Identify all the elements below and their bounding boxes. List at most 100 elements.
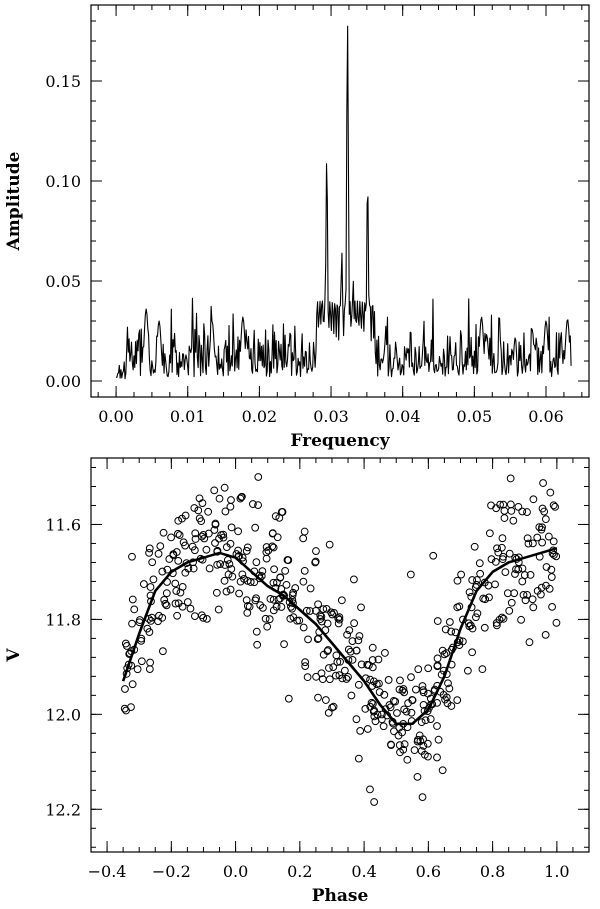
data-point [211, 520, 220, 529]
data-point [128, 680, 137, 689]
data-point [242, 596, 251, 605]
data-point [316, 615, 325, 623]
data-point [145, 548, 154, 557]
data-point [178, 582, 187, 591]
data-point [328, 610, 337, 619]
data-point [352, 715, 361, 724]
data-point [389, 697, 398, 705]
data-point [541, 630, 550, 639]
data-point [499, 614, 508, 623]
data-point [464, 619, 473, 628]
data-point [354, 754, 363, 763]
data-point [523, 590, 531, 599]
data-point [549, 501, 558, 510]
data-point [408, 695, 417, 704]
data-point [433, 753, 441, 762]
data-point [200, 534, 209, 543]
data-point [438, 766, 447, 775]
y-tick-label: 0.10 [45, 172, 81, 191]
data-point [325, 664, 333, 672]
data-point [335, 615, 344, 624]
data-point [334, 619, 343, 628]
data-point [369, 707, 378, 716]
data-point [174, 516, 183, 525]
data-point [505, 549, 514, 558]
y-tick-label: 0.00 [45, 372, 81, 391]
data-point [284, 556, 293, 565]
data-point [250, 578, 259, 587]
data-point [523, 534, 532, 543]
data-point [145, 628, 154, 636]
data-point [158, 567, 167, 576]
data-point [403, 755, 412, 764]
y-axis-label: Amplitude [4, 151, 24, 251]
data-point [199, 530, 208, 539]
data-point [281, 566, 290, 575]
data-point [299, 623, 308, 632]
data-point [487, 555, 496, 564]
data-point [478, 665, 487, 674]
data-point [277, 603, 286, 611]
data-point [238, 570, 247, 579]
data-point [300, 566, 309, 575]
data-point [453, 576, 462, 585]
data-point [433, 662, 442, 671]
data-point [226, 585, 235, 594]
data-point [195, 514, 204, 523]
data-point [500, 514, 509, 522]
x-tick-label: 0.8 [480, 862, 505, 881]
x-tick-label: 0.06 [528, 407, 564, 426]
data-point [368, 643, 377, 652]
data-point [288, 591, 297, 600]
data-point [147, 613, 156, 622]
data-point [350, 619, 359, 628]
data-point [122, 642, 131, 650]
data-point [357, 603, 365, 612]
data-point [442, 649, 451, 658]
data-point [190, 546, 199, 555]
data-point [269, 606, 278, 615]
data-point [212, 588, 221, 597]
data-point [420, 750, 429, 759]
data-point [399, 685, 408, 693]
y-tick-label: 0.05 [45, 272, 81, 291]
data-point [412, 685, 420, 694]
data-point [365, 661, 373, 670]
data-point [463, 666, 472, 675]
data-point [445, 618, 454, 626]
data-point [214, 605, 223, 614]
data-point [311, 606, 320, 615]
data-point [220, 576, 229, 585]
data-point [262, 554, 271, 563]
data-point [541, 515, 550, 524]
data-point [538, 538, 547, 547]
x-tick-label: −0.4 [88, 862, 127, 881]
data-point [544, 532, 553, 541]
data-point [472, 613, 480, 622]
data-point [189, 564, 198, 573]
data-point [485, 593, 493, 602]
data-point [337, 596, 346, 605]
data-point [379, 722, 388, 731]
data-point [161, 599, 170, 608]
data-point [395, 741, 404, 750]
data-point [252, 594, 260, 603]
data-point [313, 635, 322, 644]
data-point [552, 618, 561, 627]
data-point [440, 650, 449, 659]
data-point [346, 647, 355, 656]
data-point [393, 709, 401, 717]
data-point [311, 557, 320, 566]
data-point [255, 574, 264, 583]
data-point [415, 731, 424, 740]
data-point [211, 539, 219, 547]
data-point [400, 705, 409, 714]
x-tick-label: 0.02 [242, 407, 278, 426]
data-point [222, 587, 231, 596]
data-point [473, 576, 481, 584]
x-tick-label: 0.4 [351, 862, 376, 881]
data-point [256, 601, 265, 610]
data-point [492, 504, 501, 513]
data-point [375, 679, 383, 688]
data-point [424, 664, 433, 673]
